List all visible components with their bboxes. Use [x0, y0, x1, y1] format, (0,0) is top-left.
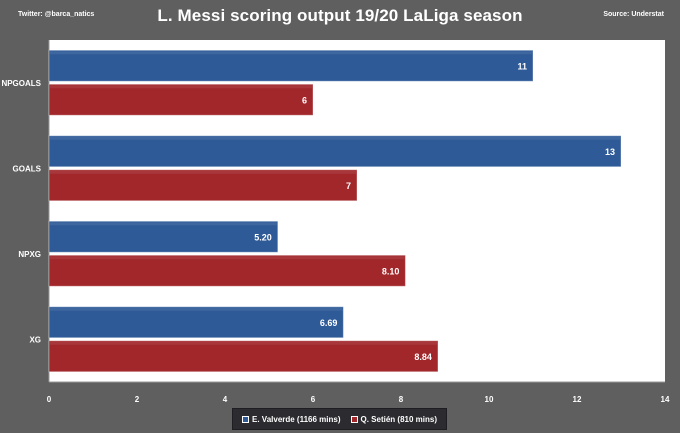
bar-highlight-goals-setien: [50, 170, 356, 174]
legend-label-valverde: E. Valverde (1166 mins): [252, 414, 341, 424]
chart-title: L. Messi scoring output 19/20 LaLiga sea…: [157, 6, 523, 25]
bar-highlight-npgoals-setien: [50, 85, 312, 89]
data-label-npxg-setien: 8.10: [382, 266, 400, 276]
legend-item-valverde: E. Valverde (1166 mins): [242, 415, 341, 424]
data-labels-layer: 11 6 13 7 5.20 8.10 6.69 8.84: [254, 61, 615, 362]
x-tick-label-14: 14: [661, 395, 670, 404]
bar-xg-setien: [48, 340, 439, 373]
bar-xg-valverde: [48, 306, 344, 339]
data-label-goals-valverde: 13: [605, 147, 615, 157]
x-tick-label-4: 4: [223, 395, 228, 404]
bar-goals-setien: [48, 169, 358, 202]
data-label-xg-setien: 8.84: [414, 352, 432, 362]
category-label-xg: XG: [29, 335, 41, 344]
bar-highlight-xg-setien: [50, 341, 437, 345]
x-tick-label-10: 10: [485, 395, 494, 404]
bar-highlight-npxg-setien: [50, 256, 405, 260]
x-tick-labels-layer: 0 2 4 6 8 10 12 14: [47, 395, 670, 404]
bar-highlight-npgoals-valverde: [50, 51, 532, 55]
data-label-goals-setien: 7: [346, 181, 351, 191]
category-label-npgoals: NPGOALS: [1, 79, 41, 88]
bar-npxg-valverde: [48, 220, 279, 253]
x-tick-label-2: 2: [135, 395, 140, 404]
legend-swatch-valverde: [242, 415, 250, 423]
data-label-npxg-valverde: 5.20: [254, 232, 272, 242]
legend-item-setien: Q. Setién (810 mins): [350, 414, 437, 424]
bar-npgoals-setien: [48, 83, 314, 116]
bar-npxg-setien: [48, 254, 406, 287]
x-tick-label-6: 6: [311, 395, 316, 404]
legend: E. Valverde (1166 mins) Q. Setién (810 m…: [232, 408, 447, 430]
bar-goals-valverde: [48, 135, 622, 168]
legend-label-setien: Q. Setién (810 mins): [360, 414, 437, 424]
source-note: Source: Understat: [603, 11, 664, 18]
x-tick-label-8: 8: [399, 395, 404, 404]
legend-swatch-setien: [350, 415, 358, 423]
data-label-npgoals-valverde: 11: [517, 61, 527, 71]
bar-highlight-goals-valverde: [50, 136, 620, 140]
category-label-npxg: NPXG: [18, 250, 41, 259]
bars-layer: [48, 49, 622, 373]
category-label-goals: GOALS: [13, 164, 42, 173]
x-tick-label-0: 0: [47, 395, 52, 404]
bar-npgoals-valverde: [48, 49, 534, 82]
twitter-handle: Twitter: @barca_natics: [18, 11, 95, 18]
x-tick-label-12: 12: [573, 395, 582, 404]
data-label-xg-valverde: 6.69: [320, 318, 338, 328]
bar-highlight-xg-valverde: [50, 307, 343, 311]
category-labels-layer: NPGOALS GOALS NPXG XG: [1, 79, 41, 345]
bar-highlight-npxg-valverde: [50, 222, 277, 226]
data-label-npgoals-setien: 6: [302, 95, 307, 105]
